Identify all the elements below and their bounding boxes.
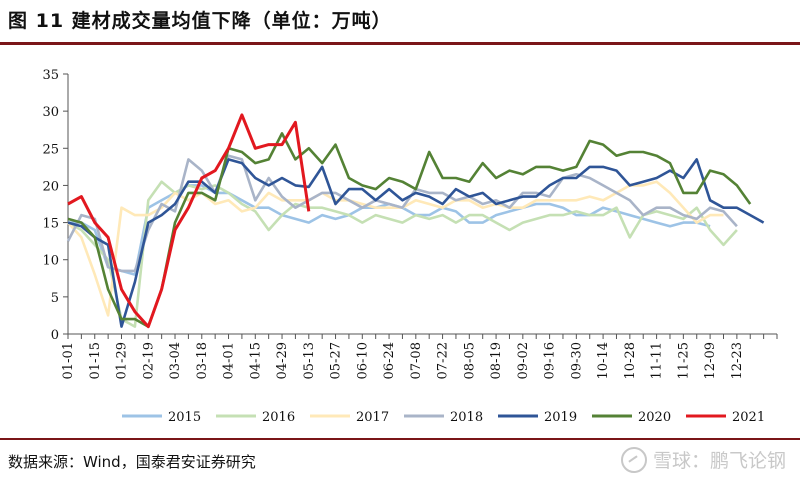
- x-tick-label: 11-25: [676, 342, 691, 379]
- watermark-text: 雪球：鹏飞论钢: [652, 450, 786, 472]
- x-tick-label: 07-22: [436, 342, 451, 379]
- legend-label-2015: 2015: [168, 410, 201, 425]
- x-tick-label: 08-05: [462, 342, 477, 379]
- line-chart: 0 5 10 15 20 25 30 35 01-01 01-15 01-29 02-19 03-04…: [42, 68, 778, 425]
- x-tick-label: 10-14: [596, 342, 611, 379]
- y-tick-label: 10: [42, 254, 59, 269]
- x-tick-label: 01-01: [61, 342, 76, 379]
- legend-label-2019: 2019: [544, 410, 577, 425]
- footer-rule: [0, 438, 800, 440]
- series-line-2015: [68, 184, 711, 276]
- x-tick-label: 08-19: [489, 342, 504, 379]
- x-tick-label: 09-30: [569, 342, 584, 379]
- x-tick-label: 12-09: [703, 342, 718, 379]
- x-tick-label: 07-08: [409, 342, 424, 379]
- y-tick-label: 35: [42, 68, 59, 83]
- x-tick-label: 04-01: [222, 342, 237, 379]
- x-tick-label: 10-28: [623, 342, 638, 379]
- x-tick-label: 04-29: [275, 342, 290, 379]
- series-line-2017: [67, 180, 724, 317]
- watermark: 雪球：鹏飞论钢: [620, 446, 786, 473]
- y-tick-label: 0: [51, 328, 59, 343]
- legend-label-2018: 2018: [450, 410, 483, 425]
- figure-title: 图 11 建材成交量均值下降（单位：万吨）: [8, 10, 392, 32]
- x-tick-label: 04-15: [248, 342, 263, 379]
- x-tick-label: 06-10: [355, 342, 370, 379]
- legend-label-2021: 2021: [732, 410, 765, 425]
- x-tick-label: 05-27: [329, 342, 344, 379]
- x-tick-label: 11-11: [650, 342, 665, 379]
- series-line-2021: [67, 113, 311, 329]
- y-tick-label: 25: [42, 142, 59, 157]
- x-tick-label: 09-16: [543, 342, 558, 379]
- y-tick-label: 30: [42, 105, 59, 120]
- y-tick-label: 20: [42, 179, 59, 194]
- y-tick-label: 15: [42, 217, 59, 232]
- source-note: 数据来源：Wind，国泰君安证券研究: [8, 453, 256, 471]
- x-tick-label: 09-02: [516, 342, 531, 379]
- title-rule: [0, 42, 800, 45]
- series-line-2019: [67, 158, 765, 328]
- series-line-2020: [67, 132, 752, 328]
- watermark-logo-icon: [620, 446, 647, 473]
- y-axis: 0 5 10 15 20 25 30 35: [42, 68, 69, 343]
- y-tick-label: 5: [51, 291, 59, 306]
- x-tick-label: 01-15: [88, 342, 103, 379]
- legend-label-2017: 2017: [356, 410, 389, 425]
- x-tick-label: 06-24: [382, 342, 397, 379]
- x-tick-label: 02-19: [141, 342, 156, 379]
- legend-label-2020: 2020: [638, 410, 671, 425]
- x-tick-label: 01-29: [115, 342, 130, 379]
- x-tick-label: 12-23: [730, 342, 745, 379]
- x-tick-label: 03-18: [195, 342, 210, 379]
- x-axis: 01-01 01-15 01-29 02-19 03-04 03-18 04-01 04-15…: [61, 333, 778, 379]
- x-tick-label: 03-04: [168, 342, 183, 379]
- chart-legend: 2015 2016 2017 2018 2019 2020 2021: [122, 410, 765, 425]
- legend-label-2016: 2016: [262, 410, 295, 425]
- x-tick-label: 05-13: [302, 342, 317, 379]
- series-lines: [66, 113, 765, 329]
